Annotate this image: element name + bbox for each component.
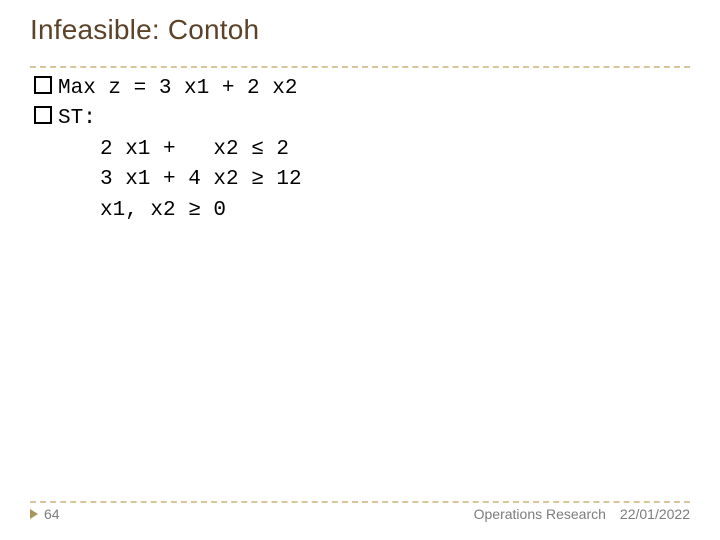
st-line: ST: [34, 104, 302, 134]
objective-line: Max z = 3 x1 + 2 x2 [34, 74, 302, 104]
page-marker: 64 [30, 506, 60, 524]
slide: Infeasible: Contoh Max z = 3 x1 + 2 x2 S… [0, 0, 720, 540]
divider-top [30, 66, 690, 68]
content-block: Max z = 3 x1 + 2 x2 ST: 2 x1 + x2 ≤ 2 3 … [34, 74, 302, 226]
triangle-icon [30, 509, 38, 519]
square-bullet-icon [34, 76, 52, 94]
footer-right: Operations Research 22/01/2022 [474, 506, 690, 522]
constraint-3: x1, x2 ≥ 0 [34, 196, 302, 226]
footer-course: Operations Research [474, 506, 606, 522]
constraint-1: 2 x1 + x2 ≤ 2 [34, 135, 302, 165]
page-number: 64 [44, 506, 60, 522]
objective-text: Max z = 3 x1 + 2 x2 [58, 77, 297, 100]
footer-date: 22/01/2022 [620, 506, 690, 522]
constraint-2: 3 x1 + 4 x2 ≥ 12 [34, 165, 302, 195]
footer: 64 Operations Research 22/01/2022 [30, 500, 690, 530]
slide-title: Infeasible: Contoh [30, 14, 259, 46]
square-bullet-icon [34, 106, 52, 124]
st-text: ST: [58, 107, 96, 130]
